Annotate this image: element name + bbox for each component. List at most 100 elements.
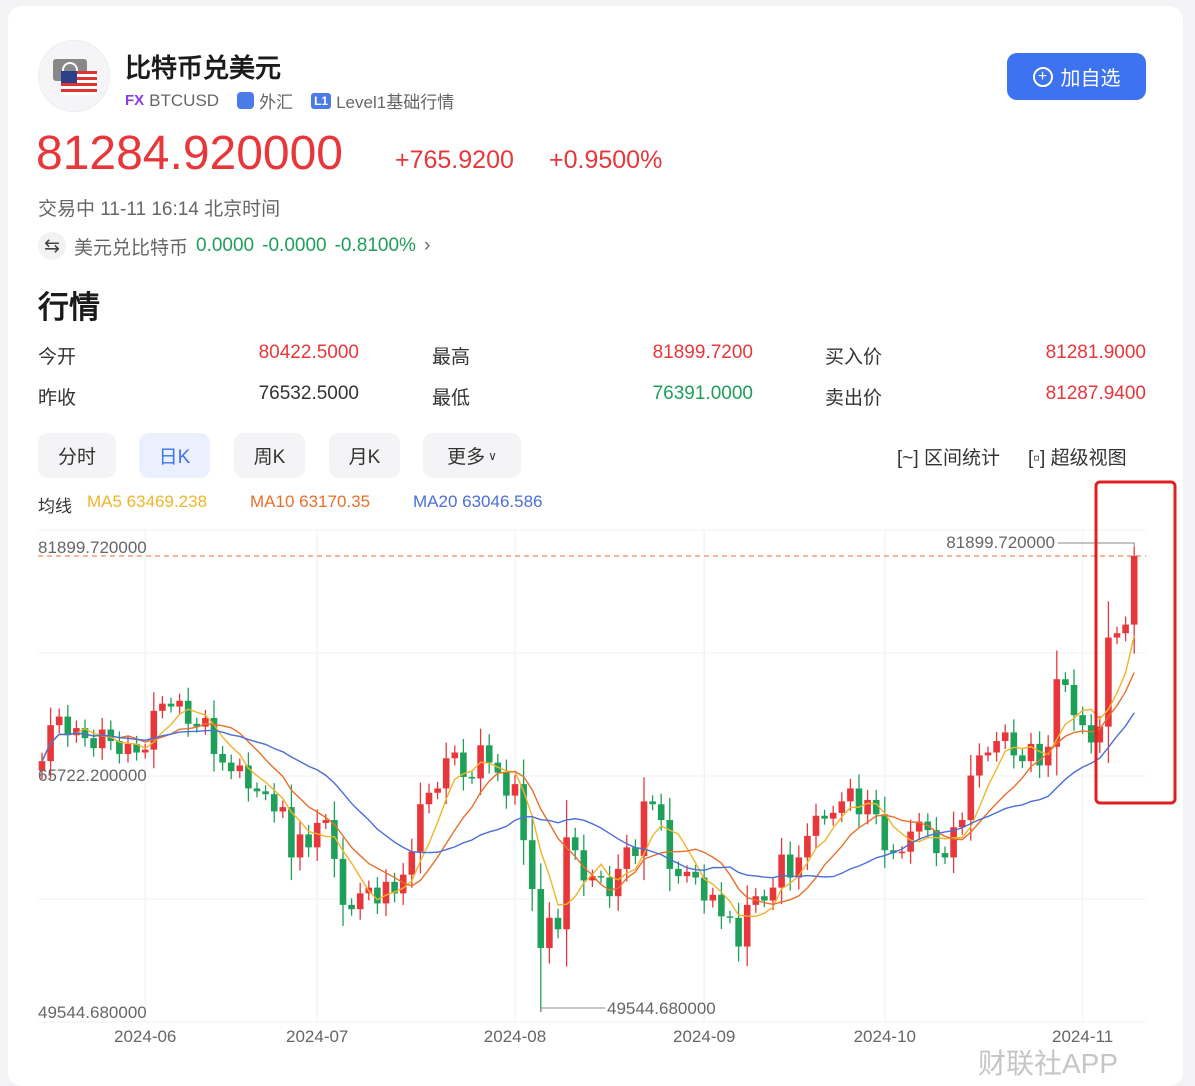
add-watchlist-button[interactable]: + 加自选 [1007, 53, 1146, 100]
candle-body [554, 917, 562, 930]
candle-body [124, 743, 132, 754]
candle-body [64, 716, 72, 736]
candle-body [967, 775, 975, 821]
reverse-pair-link[interactable]: ⇆ 美元兑比特币 0.0000 -0.0000 -0.8100% › [38, 232, 430, 260]
candle-body [993, 741, 1000, 753]
market-label: 外汇 [259, 93, 294, 112]
candle-body [313, 822, 321, 848]
range-stats-button[interactable]: [~] 区间统计 [897, 443, 1000, 470]
axis-label: 2024-10 [854, 1027, 916, 1046]
candle-body [1044, 746, 1052, 766]
candle-body [614, 868, 622, 897]
candle-body [984, 752, 992, 756]
candle-body [898, 851, 906, 854]
candle-body [726, 916, 734, 918]
candle-body [520, 784, 527, 841]
tab-period[interactable]: 日K [139, 433, 210, 478]
candle-body [460, 752, 467, 777]
super-view-label: 超级视图 [1050, 448, 1127, 469]
candle-body [683, 871, 691, 877]
stat-label: 最低 [432, 388, 471, 409]
fx-badge: FX [125, 92, 145, 109]
candle-body [1036, 743, 1043, 766]
candle-body [356, 893, 364, 910]
ma10-line [41, 672, 1135, 905]
candle-body [288, 807, 295, 858]
price-change-pct: +0.9500% [549, 146, 663, 174]
tab-period[interactable]: 更多 ∨ [423, 433, 521, 478]
tab-period[interactable]: 周K [234, 433, 305, 478]
range-stats-label: 区间统计 [923, 448, 1000, 469]
candle-body [821, 815, 828, 819]
candle-body [485, 745, 493, 763]
candle-body [511, 784, 519, 796]
candle-body [245, 765, 252, 789]
stat-value: 81899.7200 [652, 342, 753, 363]
tab-label: 周K [253, 447, 286, 468]
stat-label: 昨收 [38, 388, 77, 409]
candle-body [976, 755, 983, 776]
candle-body [709, 894, 717, 901]
candle-body [1113, 633, 1121, 638]
candle-body [941, 853, 949, 858]
candle-body [1096, 726, 1104, 743]
ma5-legend: MA5 63469.238 [87, 492, 208, 511]
candle-body [589, 876, 596, 881]
tab-period[interactable]: 分时 [38, 433, 116, 478]
candle-body [38, 761, 46, 771]
candle-body [193, 723, 201, 727]
candle-body [692, 871, 699, 878]
candle-body [305, 834, 312, 848]
candle-body [907, 831, 914, 852]
candle-body [262, 791, 269, 795]
ma20-legend: MA20 63046.586 [413, 492, 543, 511]
candle-body [253, 788, 261, 792]
symbol-tags: FX BTCUSD 外汇 L1 Level1基础行情 [125, 88, 454, 113]
candle-body [1019, 755, 1026, 762]
candle-body [804, 835, 811, 858]
candle-body [417, 804, 424, 852]
candle-body [1027, 743, 1035, 762]
candle-body [81, 728, 89, 739]
candle-body [829, 812, 837, 819]
candle-body [279, 807, 287, 812]
reverse-pair-name: 美元兑比特币 [74, 237, 189, 259]
axis-label: 2024-06 [114, 1027, 176, 1046]
candle-body [98, 729, 106, 749]
min-marker-line [540, 1007, 605, 1012]
axis-label: 49544.680000 [38, 1003, 147, 1022]
plus-circle-icon: + [1032, 66, 1053, 87]
candle-body [700, 877, 708, 901]
candle-body [597, 876, 605, 878]
axis-label: 2024-07 [286, 1027, 348, 1046]
candle-body [1070, 684, 1078, 716]
candle-body [90, 738, 97, 749]
symbol-code: BTCUSD [149, 90, 220, 110]
candle-body [322, 820, 330, 823]
candle-body [210, 718, 218, 754]
ma20-line [41, 712, 1135, 879]
axis-label: 2024-11 [1052, 1027, 1113, 1046]
candle-body [176, 700, 183, 707]
candle-body [503, 772, 510, 796]
candle-body [1053, 679, 1061, 747]
candle-body [537, 889, 545, 948]
usd-flag-icon [53, 59, 97, 95]
candle-body [649, 801, 656, 805]
candle-body [348, 904, 355, 910]
candle-body [958, 820, 966, 828]
candle-body [382, 881, 390, 904]
tab-period[interactable]: 月K [329, 433, 400, 478]
candle-body [623, 847, 631, 869]
candle-body [1105, 637, 1112, 727]
swap-icon: ⇆ [38, 232, 66, 260]
chevron-down-icon: ∨ [488, 448, 497, 463]
super-view-button[interactable]: [▫] 超级视图 [1028, 443, 1127, 470]
level-badge: L1 [311, 92, 332, 109]
axis-label: 49544.680000 [607, 999, 716, 1018]
reverse-price: 0.0000 [196, 235, 255, 256]
candle-body [675, 868, 682, 877]
axis-label: 65722.200000 [38, 766, 147, 785]
highlight-box [1094, 480, 1177, 805]
